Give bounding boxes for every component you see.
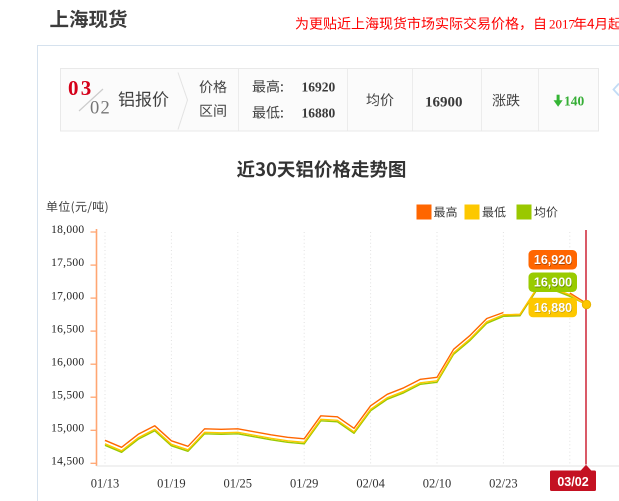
svg-text:03: 03 — [68, 76, 93, 100]
svg-text:18,000: 18,000 — [51, 224, 84, 236]
svg-text:16,920: 16,920 — [534, 254, 572, 268]
svg-text:01/29: 01/29 — [290, 477, 318, 491]
svg-text:01/13: 01/13 — [91, 477, 119, 491]
svg-text:16900: 16900 — [425, 94, 463, 110]
svg-text:02/04: 02/04 — [356, 477, 385, 491]
svg-text:16,500: 16,500 — [51, 323, 84, 335]
svg-text:03/02: 03/02 — [557, 475, 588, 489]
svg-text:16920: 16920 — [302, 80, 336, 95]
svg-text:17,500: 17,500 — [51, 257, 84, 269]
svg-text:16,920: 16,920 — [534, 253, 572, 267]
svg-text:14,500: 14,500 — [51, 456, 84, 468]
svg-text:16,880: 16,880 — [534, 301, 572, 315]
svg-text:16,000: 16,000 — [51, 356, 84, 368]
svg-text:2017: 2017 — [549, 17, 576, 32]
svg-text:02: 02 — [90, 99, 111, 119]
svg-text:15,500: 15,500 — [51, 389, 84, 401]
svg-text:16,880: 16,880 — [534, 302, 572, 316]
svg-text:16,900: 16,900 — [534, 276, 572, 290]
svg-text:02/10: 02/10 — [423, 477, 451, 491]
svg-text:16880: 16880 — [302, 105, 336, 120]
svg-text:15,000: 15,000 — [51, 423, 84, 435]
svg-text:02/23: 02/23 — [489, 477, 517, 491]
svg-text:01/19: 01/19 — [157, 477, 185, 491]
svg-text:16,900: 16,900 — [534, 276, 572, 290]
svg-text:01/25: 01/25 — [224, 477, 252, 491]
svg-text:140: 140 — [564, 94, 585, 109]
svg-text:17,000: 17,000 — [51, 290, 84, 302]
